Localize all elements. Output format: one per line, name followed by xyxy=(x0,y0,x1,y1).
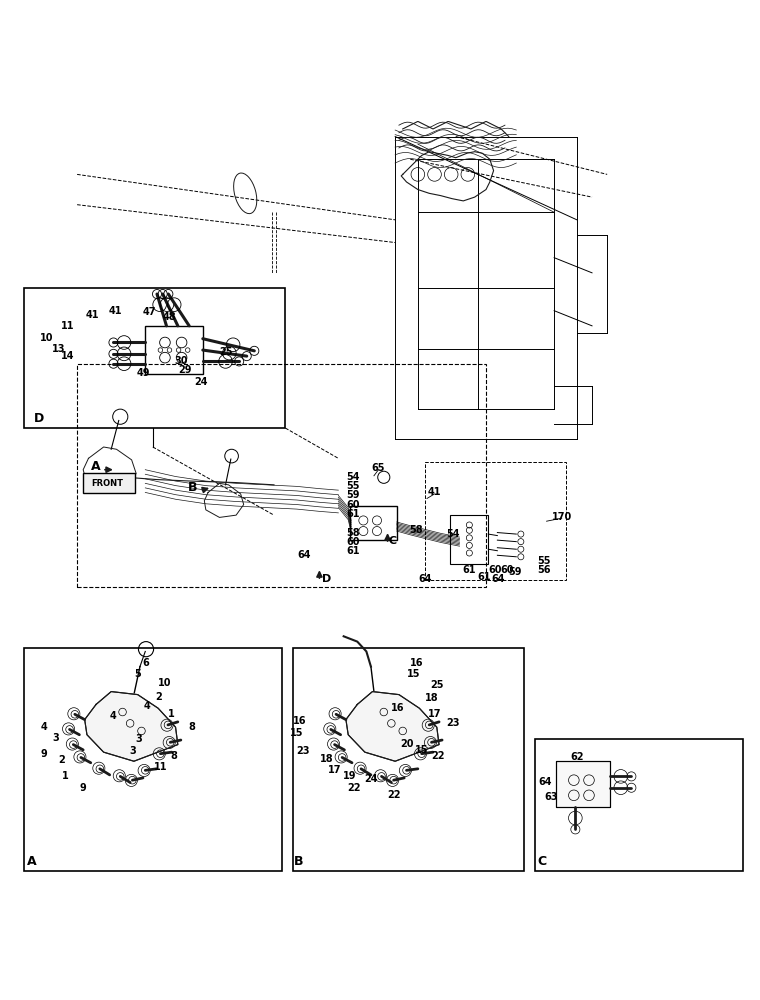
Text: 64: 64 xyxy=(419,574,432,584)
Text: 59: 59 xyxy=(508,567,521,577)
Bar xyxy=(77,364,486,587)
Text: 2: 2 xyxy=(59,755,65,765)
Bar xyxy=(556,761,610,807)
Text: 16: 16 xyxy=(293,716,306,726)
Text: 4: 4 xyxy=(144,701,150,711)
Text: 55: 55 xyxy=(537,556,550,566)
Text: B: B xyxy=(188,481,198,494)
Text: 8: 8 xyxy=(170,751,178,761)
Text: 63: 63 xyxy=(544,792,558,802)
Text: 4: 4 xyxy=(40,722,47,732)
Text: 2: 2 xyxy=(156,692,163,702)
Text: 16: 16 xyxy=(410,658,423,668)
Text: 41: 41 xyxy=(86,310,99,320)
Text: 60: 60 xyxy=(347,500,360,510)
Text: B: B xyxy=(293,855,303,868)
Text: 15: 15 xyxy=(407,669,421,679)
Text: 1: 1 xyxy=(168,709,174,719)
Text: 29: 29 xyxy=(178,365,192,375)
Text: 61: 61 xyxy=(463,565,476,575)
Text: 64: 64 xyxy=(492,574,505,584)
Text: 9: 9 xyxy=(80,783,87,793)
Bar xyxy=(24,648,281,871)
Text: 19: 19 xyxy=(343,771,356,781)
Text: 16: 16 xyxy=(391,703,405,713)
Text: 18: 18 xyxy=(425,693,439,703)
Bar xyxy=(426,462,565,580)
Text: 56: 56 xyxy=(537,565,550,575)
Text: 30: 30 xyxy=(175,356,188,366)
Text: 61: 61 xyxy=(478,572,491,582)
Text: 22: 22 xyxy=(387,790,401,800)
Text: 1: 1 xyxy=(62,771,68,781)
Text: 41: 41 xyxy=(428,487,442,497)
Text: 54: 54 xyxy=(347,472,360,482)
Text: 23: 23 xyxy=(296,746,309,756)
Text: 3: 3 xyxy=(52,733,59,743)
Text: 64: 64 xyxy=(297,550,311,560)
Text: 6: 6 xyxy=(142,658,149,668)
Bar xyxy=(83,473,135,493)
Text: 24: 24 xyxy=(364,774,378,784)
Text: 61: 61 xyxy=(347,546,360,556)
Text: 11: 11 xyxy=(62,321,74,331)
Text: 15: 15 xyxy=(290,728,303,738)
Text: 9: 9 xyxy=(40,749,47,759)
Text: 62: 62 xyxy=(570,752,584,762)
Text: 25: 25 xyxy=(219,347,233,357)
Text: 11: 11 xyxy=(154,762,167,772)
Text: 8: 8 xyxy=(188,722,195,732)
Text: 20: 20 xyxy=(401,739,414,749)
Text: 61: 61 xyxy=(347,509,360,519)
Text: FRONT: FRONT xyxy=(91,479,123,488)
Text: 60: 60 xyxy=(501,565,514,575)
Text: D: D xyxy=(34,412,44,425)
Text: 23: 23 xyxy=(446,718,460,728)
Text: 55: 55 xyxy=(347,481,360,491)
Text: 41: 41 xyxy=(108,306,122,316)
Text: 17: 17 xyxy=(428,709,442,719)
Bar xyxy=(24,288,285,428)
Text: 60: 60 xyxy=(489,565,502,575)
Text: 4: 4 xyxy=(110,711,117,721)
Text: 10: 10 xyxy=(157,678,171,688)
Text: 64: 64 xyxy=(538,777,552,787)
Polygon shape xyxy=(346,692,439,761)
Text: 13: 13 xyxy=(52,344,65,354)
Text: 3: 3 xyxy=(136,734,143,744)
Bar xyxy=(451,515,488,564)
Bar xyxy=(556,761,610,807)
Text: 5: 5 xyxy=(135,669,141,679)
Text: C: C xyxy=(537,855,546,868)
Text: 47: 47 xyxy=(143,307,157,317)
Text: 65: 65 xyxy=(372,463,385,473)
Text: A: A xyxy=(90,460,100,473)
Text: 48: 48 xyxy=(163,312,176,322)
Text: 59: 59 xyxy=(347,490,360,500)
Text: 58: 58 xyxy=(410,525,423,535)
Text: 3: 3 xyxy=(130,746,137,756)
Text: 25: 25 xyxy=(430,680,444,690)
Text: 24: 24 xyxy=(195,377,208,387)
Text: 10: 10 xyxy=(40,333,53,343)
Text: 17: 17 xyxy=(328,765,341,775)
Text: 49: 49 xyxy=(137,368,150,378)
Bar xyxy=(145,326,203,374)
Bar xyxy=(535,739,743,871)
Text: 14: 14 xyxy=(62,351,74,361)
Text: 22: 22 xyxy=(347,783,361,793)
Text: A: A xyxy=(27,855,36,868)
Text: C: C xyxy=(389,536,397,546)
Text: 18: 18 xyxy=(320,754,334,764)
Text: 170: 170 xyxy=(552,512,572,522)
Bar xyxy=(293,648,524,871)
Text: 15: 15 xyxy=(415,745,429,755)
Text: 60: 60 xyxy=(347,537,360,547)
Text: 54: 54 xyxy=(446,529,460,539)
Text: D: D xyxy=(322,574,331,584)
Polygon shape xyxy=(84,692,178,761)
Text: 58: 58 xyxy=(347,528,360,538)
Text: 22: 22 xyxy=(431,751,445,761)
Bar xyxy=(350,506,397,540)
